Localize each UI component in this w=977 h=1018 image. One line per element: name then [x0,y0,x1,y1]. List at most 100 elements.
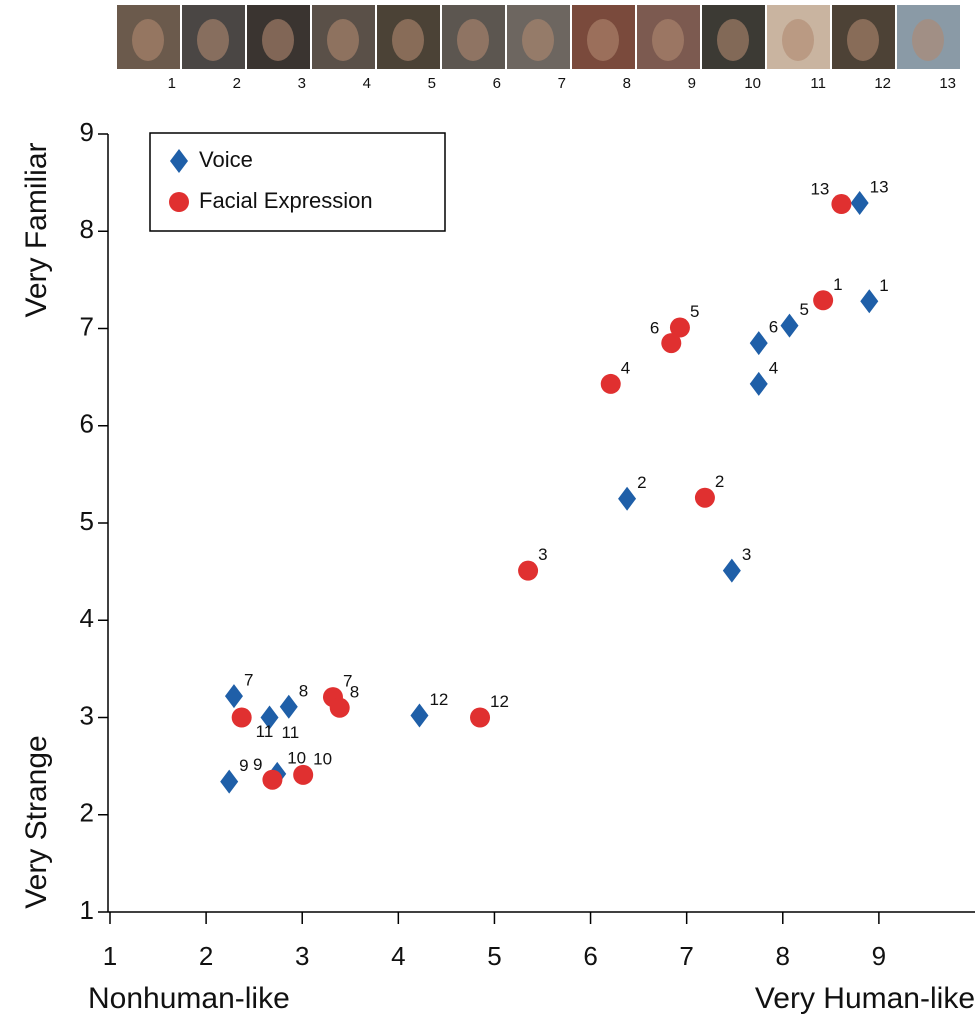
y-label-top: Very Familiar [20,142,53,317]
point [661,333,682,354]
legend-box [149,132,446,232]
legend-label: Voice [199,147,253,172]
point-label: 12 [429,690,448,709]
point-label: 13 [870,178,889,197]
point [618,486,637,511]
point-label: 5 [690,302,699,321]
point-label: 9 [239,756,248,775]
point-label: 7 [343,672,352,691]
point [669,317,690,338]
thumbnail-number: 2 [233,75,241,92]
y-tick-label: 4 [80,603,94,633]
thumbnail-face [587,19,619,61]
legend-marker [169,192,189,212]
y-label-bottom: Very Strange [20,735,53,908]
point-label: 1 [833,275,842,294]
thumbnail-face [912,19,944,61]
point-label: 6 [769,318,778,337]
point-label: 11 [256,722,274,741]
point [260,705,279,730]
point-label: 1 [879,276,888,295]
thumbnail-number: 5 [428,75,436,92]
thumbnail-number: 11 [810,75,826,92]
thumbnail-face [392,19,424,61]
y-tick-label: 9 [80,117,94,147]
legend-marker [170,149,188,173]
thumbnail-face [262,19,294,61]
thumbnail-number: 7 [558,75,566,92]
point-label: 11 [282,723,300,742]
y-tick-label: 1 [80,895,94,925]
point [220,769,239,794]
point-label: 3 [538,545,547,564]
thumbnail-number: 12 [874,75,891,92]
point-label: 10 [287,748,306,767]
thumbnail-number: 6 [493,75,501,92]
point-label: 9 [253,755,262,774]
point-label: 6 [650,319,659,338]
point [749,371,768,396]
x-label-left: Nonhuman-like [88,982,290,1015]
point [231,707,252,728]
point [813,290,834,311]
point [850,191,869,216]
y-tick-label: 8 [80,214,94,244]
point-label: 2 [637,473,646,492]
legend-label: Facial Expression [199,188,373,213]
y-tick-label: 3 [80,700,94,730]
point-label: 7 [244,671,253,690]
point-label: 4 [769,358,778,377]
y-tick-label: 5 [80,506,94,536]
point [780,313,799,338]
point [279,694,298,719]
thumbnail-face [132,19,164,61]
thumbnail-number: 8 [623,75,631,92]
thumbnail-number: 4 [363,75,371,92]
point [749,331,768,356]
x-tick-label: 7 [679,941,693,971]
thumbnail-face [652,19,684,61]
thumbnail-face [782,19,814,61]
point-label: 12 [490,692,509,711]
thumbnail-face [327,19,359,61]
thumbnail-face [197,19,229,61]
y-tick-label: 2 [80,798,94,828]
thumbnail-number: 13 [939,75,956,92]
thumbnail-number: 9 [688,75,696,92]
point [860,289,879,314]
point-label: 8 [350,682,359,701]
x-label-right: Very Human-like [755,982,975,1015]
y-tick-label: 7 [80,311,94,341]
x-tick-label: 5 [487,941,501,971]
point [470,707,491,728]
point-label: 4 [621,358,630,377]
thumbnail-face [522,19,554,61]
point [722,558,741,583]
point-label: 2 [715,472,724,491]
x-tick-label: 6 [583,941,597,971]
point [518,560,539,581]
point-label: 3 [742,545,751,564]
point [831,194,852,215]
y-tick-label: 6 [80,409,94,439]
point [262,769,283,790]
point-label: 5 [800,300,809,319]
point [293,764,314,785]
x-tick-label: 3 [295,941,309,971]
point-label: 13 [810,180,829,199]
point [224,684,243,709]
x-tick-label: 4 [391,941,405,971]
thumbnail-number: 3 [298,75,306,92]
x-tick-label: 9 [872,941,886,971]
point-label: 8 [299,681,308,700]
point [600,373,621,394]
thumbnail-face [457,19,489,61]
point [694,487,715,508]
thumbnail-number: 10 [744,75,761,92]
point [329,697,350,718]
thumbnail-number: 1 [168,75,176,92]
x-tick-label: 8 [776,941,790,971]
point [410,703,429,728]
